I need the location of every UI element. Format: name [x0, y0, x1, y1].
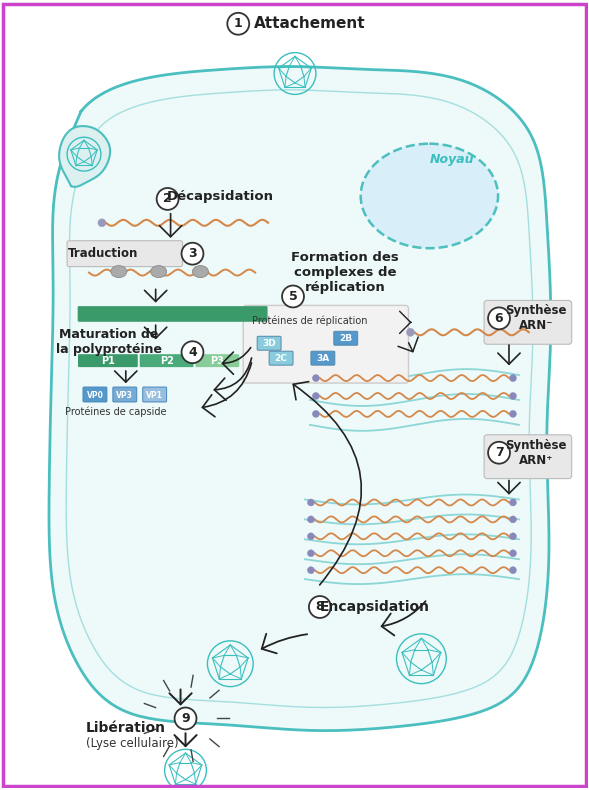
Text: Noyau: Noyau	[430, 152, 475, 166]
Circle shape	[509, 566, 517, 574]
Circle shape	[309, 596, 331, 618]
Circle shape	[488, 307, 510, 329]
Text: Synthèse
ARN⁺: Synthèse ARN⁺	[505, 438, 567, 467]
Circle shape	[488, 442, 510, 464]
FancyBboxPatch shape	[196, 354, 239, 367]
Ellipse shape	[193, 265, 209, 277]
FancyBboxPatch shape	[83, 387, 107, 402]
FancyBboxPatch shape	[67, 241, 183, 266]
FancyBboxPatch shape	[143, 387, 167, 402]
Text: 3: 3	[188, 247, 197, 260]
FancyBboxPatch shape	[140, 354, 193, 367]
Circle shape	[509, 516, 517, 523]
Text: 2: 2	[163, 193, 172, 205]
Text: Protéines de capside: Protéines de capside	[65, 407, 167, 417]
Text: P1: P1	[101, 356, 115, 366]
Circle shape	[174, 708, 197, 729]
Text: Attachement: Attachement	[254, 17, 366, 32]
FancyBboxPatch shape	[311, 352, 335, 365]
Circle shape	[181, 341, 203, 363]
Circle shape	[157, 188, 178, 210]
Circle shape	[307, 566, 315, 574]
Circle shape	[509, 532, 517, 540]
Text: Maturation de
la polyprotéine: Maturation de la polyprotéine	[56, 329, 162, 356]
Circle shape	[509, 393, 517, 400]
FancyBboxPatch shape	[257, 337, 281, 350]
Text: Traduction: Traduction	[68, 247, 138, 260]
Polygon shape	[49, 66, 551, 731]
Text: VP1: VP1	[146, 390, 163, 400]
FancyBboxPatch shape	[484, 435, 572, 479]
Ellipse shape	[111, 265, 127, 277]
FancyBboxPatch shape	[78, 354, 138, 367]
Circle shape	[307, 532, 315, 540]
Text: Formation des
complexes de
réplication: Formation des complexes de réplication	[291, 251, 399, 294]
Text: 2C: 2C	[274, 354, 287, 363]
FancyBboxPatch shape	[113, 387, 137, 402]
Text: 9: 9	[181, 712, 190, 725]
Circle shape	[227, 13, 249, 35]
Text: Protéines de réplication: Protéines de réplication	[252, 315, 368, 325]
Polygon shape	[59, 126, 110, 187]
Text: 4: 4	[188, 346, 197, 359]
Text: P3: P3	[210, 356, 224, 366]
Circle shape	[509, 374, 517, 382]
Ellipse shape	[360, 144, 498, 248]
FancyBboxPatch shape	[243, 306, 408, 383]
Text: 1: 1	[234, 17, 243, 30]
Circle shape	[312, 393, 319, 400]
Text: P2: P2	[160, 356, 174, 366]
Text: Synthèse
ARN⁻: Synthèse ARN⁻	[505, 304, 567, 333]
Text: 7: 7	[495, 446, 504, 459]
FancyBboxPatch shape	[334, 331, 358, 345]
Circle shape	[307, 550, 315, 557]
Circle shape	[509, 550, 517, 557]
Circle shape	[509, 411, 517, 417]
Circle shape	[312, 411, 319, 417]
Text: 5: 5	[289, 290, 297, 303]
Text: VP3: VP3	[117, 390, 133, 400]
FancyBboxPatch shape	[78, 307, 267, 322]
Text: Décapsidation: Décapsidation	[167, 190, 274, 204]
Circle shape	[312, 374, 319, 382]
Text: (Lyse cellulaire): (Lyse cellulaire)	[86, 737, 178, 750]
Circle shape	[406, 329, 415, 337]
Circle shape	[509, 499, 517, 506]
Text: 6: 6	[495, 312, 504, 325]
Circle shape	[282, 285, 304, 307]
Text: Encapsidation: Encapsidation	[320, 600, 429, 614]
Text: 2B: 2B	[339, 333, 352, 343]
Ellipse shape	[151, 265, 167, 277]
Text: 3D: 3D	[262, 339, 276, 348]
Circle shape	[98, 219, 106, 227]
FancyBboxPatch shape	[484, 300, 572, 344]
Text: 3A: 3A	[316, 354, 329, 363]
Text: Libération: Libération	[86, 721, 166, 735]
Text: VP0: VP0	[87, 390, 104, 400]
FancyBboxPatch shape	[269, 352, 293, 365]
Circle shape	[307, 499, 315, 506]
Text: 8: 8	[316, 600, 324, 614]
Circle shape	[307, 516, 315, 523]
Circle shape	[181, 243, 203, 265]
